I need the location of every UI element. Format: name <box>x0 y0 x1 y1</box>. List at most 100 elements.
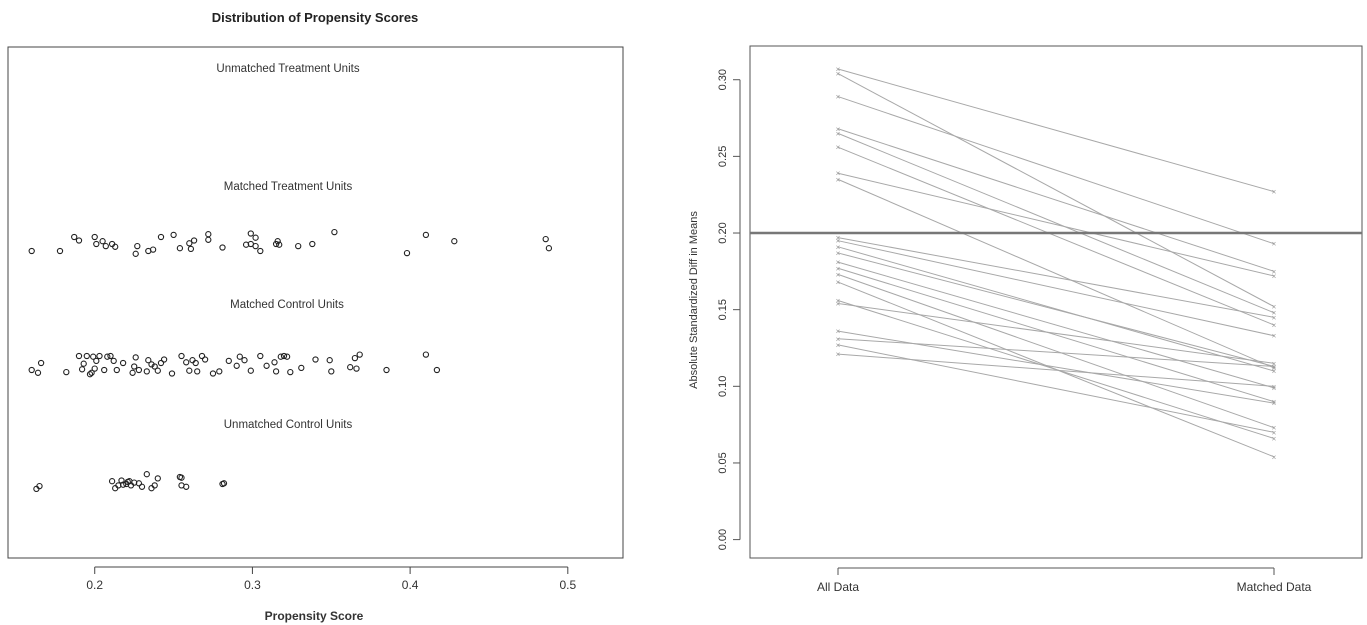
series-marker: × <box>836 234 841 243</box>
series-marker: × <box>1272 272 1277 281</box>
series-marker: × <box>1272 428 1277 437</box>
data-point <box>422 351 430 358</box>
series-marker: × <box>836 341 841 350</box>
data-point <box>129 369 136 376</box>
data-point <box>272 368 280 375</box>
data-point <box>192 359 199 367</box>
x-axis: All Data Matched Data <box>817 567 1312 594</box>
plot-frame <box>7 46 624 559</box>
series-line <box>837 330 1275 404</box>
data-point <box>198 352 206 360</box>
data-point <box>183 359 190 366</box>
data-point <box>86 371 94 378</box>
data-point <box>56 247 64 255</box>
data-point <box>170 231 177 239</box>
data-point <box>176 245 184 252</box>
series-marker: × <box>1272 309 1277 318</box>
data-point <box>34 369 42 376</box>
data-point <box>542 235 549 243</box>
data-point <box>75 352 83 360</box>
series-marker: × <box>836 243 841 252</box>
series-marker: × <box>1272 321 1277 330</box>
series-line <box>837 178 1275 369</box>
data-point <box>63 368 70 376</box>
series-line <box>837 252 1275 367</box>
series-marker: × <box>836 327 841 336</box>
y-axis: 0.00 0.05 0.10 0.15 0.20 0.25 0.30 <box>717 69 741 550</box>
data-point <box>247 230 254 237</box>
data-point <box>326 357 333 364</box>
data-point <box>274 238 281 245</box>
series-marker: × <box>836 169 841 178</box>
propensity-chart: Distribution of Propensity Scores Unmatc… <box>7 10 624 623</box>
series-marker: × <box>1272 424 1277 433</box>
y-tick-label: 0.10 <box>717 376 729 397</box>
data-point <box>36 482 43 490</box>
y-axis-label: Absolute Standardized Diff in Means <box>688 211 700 389</box>
data-point <box>190 237 198 244</box>
data-point <box>151 363 158 370</box>
data-point <box>102 242 109 250</box>
data-point <box>309 240 316 248</box>
y-tick-label: 0.05 <box>717 452 729 473</box>
series-line <box>837 299 1275 439</box>
data-point <box>107 352 114 360</box>
data-point <box>257 352 264 360</box>
series-marker: × <box>1272 240 1277 249</box>
data-point <box>219 244 226 251</box>
data-point <box>433 366 441 374</box>
series-line <box>837 73 1275 308</box>
series-line <box>837 246 1275 372</box>
data-point <box>205 236 212 243</box>
series-marker: × <box>836 264 841 273</box>
data-point <box>383 366 390 374</box>
series-line <box>837 146 1275 326</box>
data-point <box>194 368 201 375</box>
group-label-unmatched-control: Unmatched Control Units <box>224 419 353 431</box>
data-point <box>132 354 139 361</box>
series-marker: × <box>1272 367 1277 376</box>
series-marker: × <box>1272 453 1277 462</box>
data-point <box>252 242 259 250</box>
x-tick-label: 0.4 <box>402 578 419 592</box>
series-marker: × <box>1272 399 1277 408</box>
data-point <box>154 367 161 374</box>
data-point <box>28 247 35 255</box>
data-point <box>331 228 338 236</box>
data-point <box>131 363 138 370</box>
data-point <box>183 483 190 490</box>
x-axis: 0.2 0.3 0.4 0.5 <box>86 566 576 592</box>
x-tick-label: All Data <box>817 580 859 594</box>
series-marker: × <box>1272 313 1277 322</box>
series-line <box>837 261 1275 389</box>
series-marker: × <box>1272 362 1277 371</box>
series-marker: × <box>836 278 841 287</box>
series-marker: × <box>1272 303 1277 312</box>
series-marker: × <box>836 270 841 279</box>
data-point <box>186 240 193 247</box>
data-point <box>298 364 305 372</box>
data-point <box>347 364 354 371</box>
series-marker: × <box>836 175 841 184</box>
series-line <box>837 128 1275 272</box>
group-label-matched-control: Matched Control Units <box>230 299 344 311</box>
data-point <box>422 231 430 239</box>
data-point <box>119 481 127 488</box>
series-marker: × <box>836 237 841 246</box>
series-line <box>837 172 1275 277</box>
data-point <box>351 354 359 362</box>
data-point <box>88 369 95 376</box>
data-point <box>91 365 98 372</box>
series-marker: × <box>836 143 841 152</box>
series-marker: × <box>836 249 841 258</box>
data-point <box>328 368 335 375</box>
data-point <box>287 368 294 376</box>
y-tick-label: 0.30 <box>717 69 729 90</box>
series-marker: × <box>1272 398 1277 407</box>
y-tick-label: 0.15 <box>717 299 729 320</box>
series-marker: × <box>836 296 841 305</box>
y-tick-label: 0.25 <box>717 146 729 167</box>
data-point <box>263 362 270 369</box>
data-point <box>110 357 117 365</box>
x-tick-label: Matched Data <box>1237 580 1312 594</box>
